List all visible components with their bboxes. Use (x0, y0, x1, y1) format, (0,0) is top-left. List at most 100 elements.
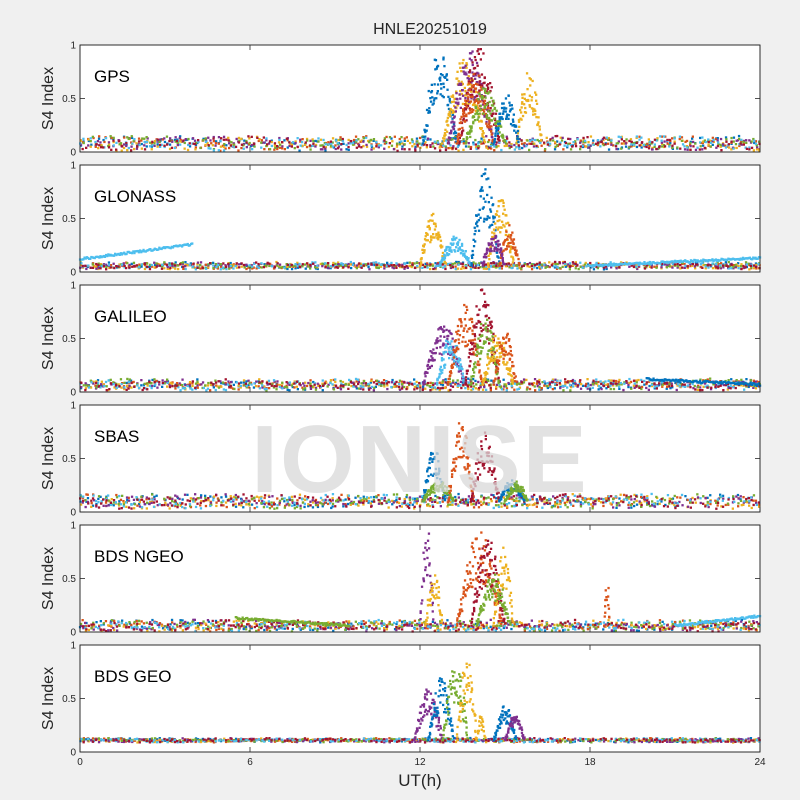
data-point (509, 249, 512, 252)
data-point (678, 259, 681, 263)
data-point (433, 228, 437, 231)
data-point (515, 249, 518, 252)
data-point (473, 226, 476, 229)
data-point (711, 258, 714, 261)
data-point (684, 264, 687, 267)
data-point (209, 147, 212, 150)
data-point (327, 262, 330, 265)
data-point (569, 144, 572, 147)
data-point (433, 222, 436, 225)
data-point (441, 258, 444, 262)
data-point (511, 124, 514, 127)
data-point (296, 266, 300, 269)
data-point (648, 260, 651, 264)
data-point (516, 388, 519, 391)
data-point (447, 147, 450, 150)
data-point (471, 256, 474, 259)
data-point (243, 384, 246, 387)
constellation-label: GPS (94, 67, 130, 86)
data-point (441, 251, 445, 255)
data-point (441, 386, 444, 390)
data-point (482, 52, 485, 55)
data-point (507, 114, 510, 117)
data-point (751, 383, 754, 387)
data-point (133, 147, 136, 151)
data-point (176, 264, 179, 267)
data-point (717, 383, 720, 386)
data-point (120, 386, 123, 389)
data-point (732, 257, 736, 261)
data-point (633, 382, 636, 385)
data-point (714, 262, 718, 266)
data-point (484, 380, 487, 384)
data-point (458, 140, 461, 144)
data-point (460, 140, 463, 143)
data-point (446, 253, 449, 257)
data-point (142, 248, 145, 252)
data-point (702, 380, 705, 383)
data-point (500, 116, 503, 119)
data-point (123, 251, 126, 254)
data-point (517, 118, 521, 122)
data-point (390, 137, 393, 140)
data-point (468, 69, 472, 72)
data-point (109, 135, 112, 138)
data-point (540, 388, 543, 391)
data-point (97, 147, 100, 150)
data-point (584, 261, 587, 265)
data-point (490, 96, 493, 100)
data-point (499, 117, 502, 120)
data-point (750, 146, 754, 149)
data-point (439, 372, 442, 375)
data-point (671, 146, 674, 149)
data-point (278, 146, 282, 149)
data-point (180, 245, 184, 248)
data-point (427, 220, 430, 223)
data-point (520, 111, 523, 114)
data-point (501, 264, 504, 268)
data-point (489, 389, 492, 392)
data-point (151, 140, 154, 143)
data-point (696, 263, 699, 266)
data-point (161, 379, 164, 382)
data-point (430, 214, 433, 217)
data-point (216, 265, 220, 268)
data-point (732, 140, 735, 143)
data-point (491, 139, 494, 143)
data-point (533, 266, 536, 269)
data-point (323, 382, 326, 385)
data-point (268, 140, 272, 143)
data-point (472, 385, 476, 388)
data-point (671, 144, 674, 147)
data-point (468, 88, 471, 92)
data-point (689, 263, 692, 266)
data-point (376, 263, 379, 266)
data-point (452, 381, 455, 384)
data-point (559, 379, 562, 382)
data-point (375, 379, 379, 382)
data-point (313, 382, 316, 385)
scatter-points (79, 48, 761, 152)
data-point (248, 141, 251, 145)
data-point (178, 136, 181, 140)
data-point (471, 84, 474, 87)
data-point (579, 387, 583, 390)
data-point (298, 265, 301, 268)
data-point (439, 79, 442, 82)
data-point (666, 138, 669, 142)
data-point (188, 244, 192, 247)
data-point (127, 137, 130, 141)
data-point (117, 383, 120, 386)
data-point (153, 261, 156, 264)
data-point (192, 262, 195, 265)
data-point (230, 386, 233, 389)
data-point (256, 265, 259, 268)
data-point (521, 114, 525, 118)
data-point (257, 266, 260, 269)
data-point (429, 145, 432, 148)
data-point (671, 266, 674, 269)
data-point (439, 239, 443, 242)
data-point (153, 140, 157, 143)
data-point (296, 137, 299, 140)
